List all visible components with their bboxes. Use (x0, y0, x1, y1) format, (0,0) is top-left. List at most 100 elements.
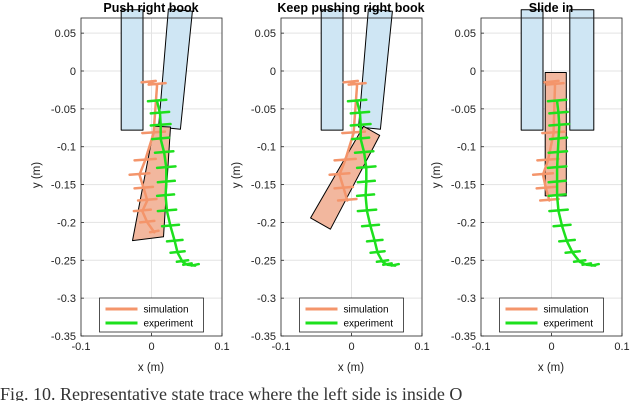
experiment-pose-mark (355, 165, 377, 170)
simulation-pose-mark (347, 81, 367, 86)
y-tick-label: 0 (70, 66, 76, 78)
experiment-pose-mark (356, 179, 377, 184)
y-tick-label: -0.05 (451, 104, 476, 116)
y-tick-label: -0.35 (251, 331, 276, 343)
experiment-pose-mark (190, 262, 200, 267)
experiment-pose-mark (546, 165, 568, 170)
figure-caption: Fig. 10. Representative state trace wher… (0, 384, 463, 401)
experiment-pose-mark (547, 193, 567, 198)
simulation-pose-mark (140, 79, 157, 84)
simulation-pose-mark (342, 79, 360, 84)
experiment-pose-mark (146, 98, 168, 103)
left-book (120, 9, 144, 131)
experiment-pose-mark (548, 136, 569, 141)
legend-box (499, 297, 604, 333)
experiment-pose-mark (365, 238, 384, 243)
experiment-pose-mark (181, 262, 193, 267)
y-tick-label: -0.35 (51, 331, 76, 343)
experiment-pose-mark (546, 98, 568, 103)
y-tick-label: 0 (270, 66, 276, 78)
experiment-pose-mark (547, 150, 569, 155)
experiment-pose-mark (360, 223, 381, 228)
legend-label-experiment: experiment (144, 319, 194, 330)
experiment-pose-mark (349, 122, 372, 127)
legend: simulation experiment (499, 297, 604, 333)
y-tick-label: -0.15 (251, 180, 276, 192)
y-tick-label: 0.05 (455, 28, 476, 40)
plot-body: -0.1 0 0.1 0.05 0 -0.05 -0.1 -0.15 -0.2 -0.25 -0.3… (451, 9, 630, 353)
simulation-pose-mark (133, 157, 157, 162)
x-tick-label: 0.1 (214, 341, 229, 353)
y-tick-label: -0.2 (57, 217, 76, 229)
y-tick-label: -0.3 (257, 293, 276, 305)
experiment-pose-mark (548, 208, 569, 213)
experiment-pose-mark (349, 110, 371, 115)
experiment-pose-mark (548, 110, 569, 115)
experiment-pose-mark (564, 249, 581, 254)
y-tick-label: -0.05 (51, 104, 76, 116)
legend-label-simulation: simulation (544, 305, 589, 316)
experiment-pose-mark (155, 165, 177, 170)
legend-label-experiment: experiment (344, 319, 394, 330)
experiment-pose-mark (153, 150, 175, 155)
y-tick-label: -0.1 (257, 142, 276, 154)
legend-box (99, 297, 204, 333)
chart-title: Slide in (529, 1, 573, 15)
y-axis-label: y (m) (31, 162, 43, 188)
y-tick-label: -0.2 (257, 217, 276, 229)
simulation-pose-mark (328, 171, 351, 176)
left-book (320, 9, 344, 131)
x-axis-label: x (m) (538, 362, 564, 374)
x-axis-label: x (m) (138, 362, 164, 374)
experiment-pose-mark (353, 150, 375, 155)
simulation-pose-mark (535, 185, 557, 190)
simulation-pose-mark (536, 157, 560, 162)
legend-label-simulation: simulation (344, 305, 389, 316)
legend: simulation experiment (99, 297, 204, 333)
x-tick-label: 0.1 (614, 341, 629, 353)
experiment-pose-mark (552, 223, 572, 228)
simulation-pose-mark (333, 185, 355, 190)
experiment-pose-mark (156, 179, 177, 184)
y-tick-label: -0.3 (457, 293, 476, 305)
y-tick-label: -0.25 (251, 255, 276, 267)
experiment-pose-mark (558, 238, 577, 243)
series-simulation (531, 79, 567, 202)
simulation-pose-mark (531, 171, 555, 176)
y-axis-label: y (m) (431, 162, 443, 188)
experiment-pose-mark (160, 223, 181, 228)
simulation-pose-mark (128, 171, 151, 176)
simulation-pose-mark (132, 208, 153, 213)
y-tick-label: -0.25 (451, 255, 476, 267)
series-experiment (346, 98, 400, 267)
simulation-pose-mark (148, 229, 160, 234)
y-tick-label: -0.15 (451, 180, 476, 192)
simulation-pose-mark (138, 219, 156, 224)
y-tick-label: -0.25 (51, 255, 76, 267)
experiment-pose-mark (581, 262, 593, 267)
experiment-pose-mark (548, 122, 571, 127)
simulation-pose-mark (336, 197, 358, 202)
simulation-pose-mark (538, 197, 560, 202)
y-axis-label: y (m) (231, 162, 243, 188)
simulation-pose-mark (133, 185, 155, 190)
y-tick-label: -0.1 (457, 142, 476, 154)
x-tick-label: -0.1 (72, 341, 91, 353)
experiment-pose-mark (390, 262, 400, 267)
experiment-pose-mark (355, 193, 376, 198)
experiment-pose-mark (156, 208, 178, 213)
x-axis-label: x (m) (338, 362, 364, 374)
experiment-pose-mark (369, 249, 386, 254)
x-tick-label: -0.1 (272, 341, 291, 353)
experiment-pose-mark (346, 98, 368, 103)
experiment-pose-mark (149, 110, 171, 115)
series-simulation (128, 79, 167, 234)
plot-body: -0.1 0 0.1 0.05 0 -0.05 -0.1 -0.15 -0.2 -0.25 -0.3… (251, 8, 430, 353)
experiment-pose-mark (590, 262, 600, 267)
simulation-pose-mark (147, 81, 167, 86)
subplot-push-right-book: -0.1 0 0.1 0.05 0 -0.05 -0.1 -0.15 -0.2 -0.25 -0.3… (31, 1, 230, 374)
experiment-pose-mark (350, 136, 371, 141)
x-tick-label: 0 (348, 341, 354, 353)
x-tick-label: 0.1 (414, 341, 429, 353)
series-experiment (146, 98, 200, 267)
